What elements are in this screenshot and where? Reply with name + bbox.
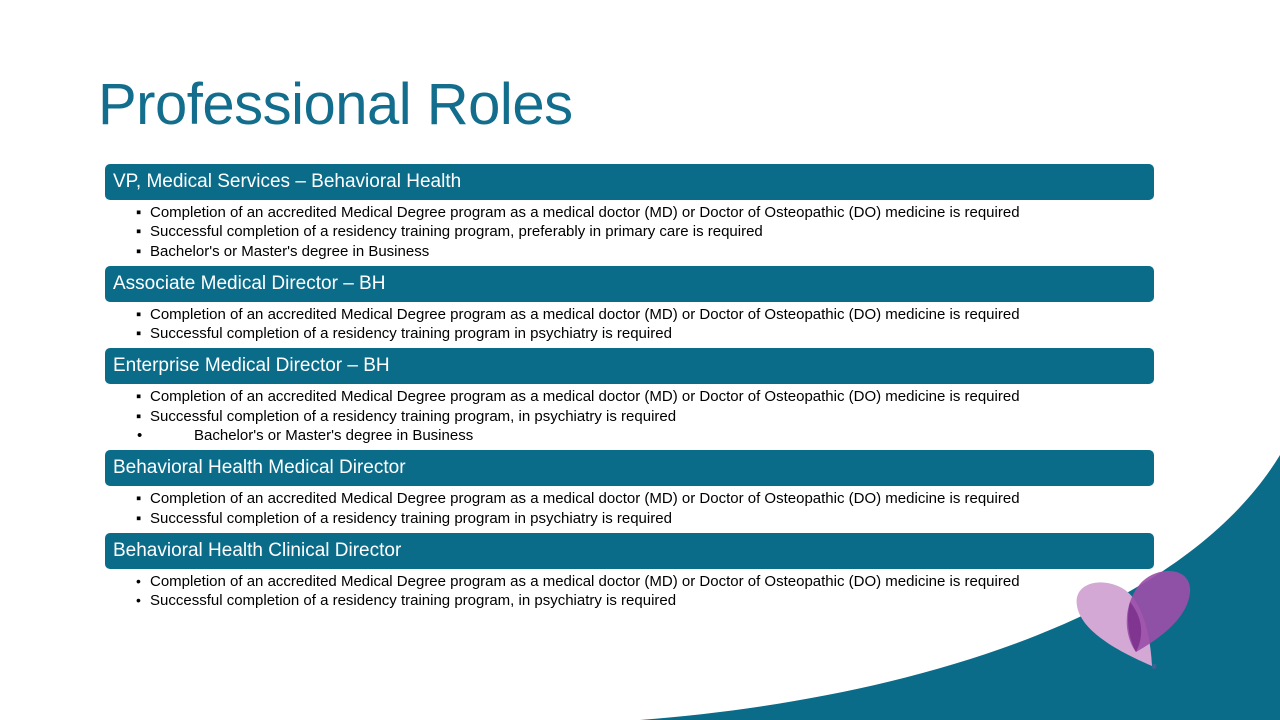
requirement-text: Successful completion of a residency tra… xyxy=(150,325,672,343)
role-header: Behavioral Health Clinical Director xyxy=(105,532,1154,569)
requirement-text: Successful completion of a residency tra… xyxy=(150,509,672,527)
bullet-square-icon: ▪ xyxy=(136,305,142,323)
bullet-square-icon: ▪ xyxy=(136,325,142,343)
requirement-text: Completion of an accredited Medical Degr… xyxy=(150,490,1020,508)
requirement-text: Completion of an accredited Medical Degr… xyxy=(150,388,1020,406)
bullet-dot-icon: • xyxy=(136,592,141,609)
requirement-text: Successful completion of a residency tra… xyxy=(150,407,677,425)
heart-logo-icon: ® xyxy=(1076,570,1191,670)
bullet-square-icon: ▪ xyxy=(136,407,142,425)
requirement-item: ▪ Completion of an accredited Medical Deg… xyxy=(105,387,1154,406)
requirement-item: ▪ Completion of an accredited Medical Deg… xyxy=(105,489,1154,508)
bullet-square-icon: ▪ xyxy=(136,204,142,221)
requirement-item: • Bachelor's or Master's degree in Busine… xyxy=(105,426,1154,445)
bullet-square-icon: • xyxy=(137,427,143,445)
requirement-text: Successful completion of a residency tra… xyxy=(150,592,677,610)
role-requirements-list: ▪ Completion of an accredited Medical Deg… xyxy=(105,384,1154,450)
requirement-text: Bachelor's or Master's degree in Busines… xyxy=(194,427,474,445)
page-title: Professional Roles xyxy=(98,72,573,137)
role-requirements-list: ▪ Completion of an accredited Medical Deg… xyxy=(105,302,1154,349)
requirement-item: ▪ Successful completion of a residency tr… xyxy=(105,509,1154,528)
requirement-text: Completion of an accredited Medical Degr… xyxy=(150,572,1020,590)
bullet-square-icon: ▪ xyxy=(136,490,142,508)
roles-list: VP, Medical Services – Behavioral Health… xyxy=(105,164,1154,616)
bullet-square-icon: ▪ xyxy=(136,388,142,406)
requirement-item: ▪ Bachelor's or Master's degree in Busine… xyxy=(105,242,1154,261)
role-requirements-list: • Completion of an accredited Medical Deg… xyxy=(105,569,1154,616)
requirement-item: ▪ Successful completion of a residency tr… xyxy=(105,407,1154,426)
requirement-item: ▪ Successful completion of a residency tr… xyxy=(105,324,1154,343)
role-requirements-list: ▪ Completion of an accredited Medical Deg… xyxy=(105,486,1154,533)
bullet-square-icon: ▪ xyxy=(136,509,142,527)
bullet-square-icon: ▪ xyxy=(136,242,142,260)
role-header: VP, Medical Services – Behavioral Health xyxy=(105,164,1154,200)
requirement-text: Successful completion of a residency tra… xyxy=(150,223,763,241)
role-header: Enterprise Medical Director – BH xyxy=(105,348,1154,385)
requirement-item: ▪ Completion of an accredited Medical Deg… xyxy=(105,203,1154,222)
requirement-text: Bachelor's or Master's degree in Busines… xyxy=(150,242,430,260)
requirement-item: ▪ Completion of an accredited Medical Deg… xyxy=(105,305,1154,324)
requirement-item: • Successful completion of a residency tr… xyxy=(105,591,1154,610)
requirement-item: ▪ Successful completion of a residency tr… xyxy=(105,222,1154,241)
role-requirements-list: ▪ Completion of an accredited Medical Deg… xyxy=(105,200,1154,266)
requirement-item: • Completion of an accredited Medical Deg… xyxy=(105,572,1154,591)
requirement-text: Completion of an accredited Medical Degr… xyxy=(150,204,1020,221)
bullet-dot-icon: • xyxy=(136,572,141,589)
role-header: Associate Medical Director – BH xyxy=(105,265,1154,302)
svg-text:®: ® xyxy=(1152,664,1157,670)
requirement-text: Completion of an accredited Medical Degr… xyxy=(150,305,1020,323)
role-header: Behavioral Health Medical Director xyxy=(105,450,1154,487)
bullet-square-icon: ▪ xyxy=(136,223,142,241)
